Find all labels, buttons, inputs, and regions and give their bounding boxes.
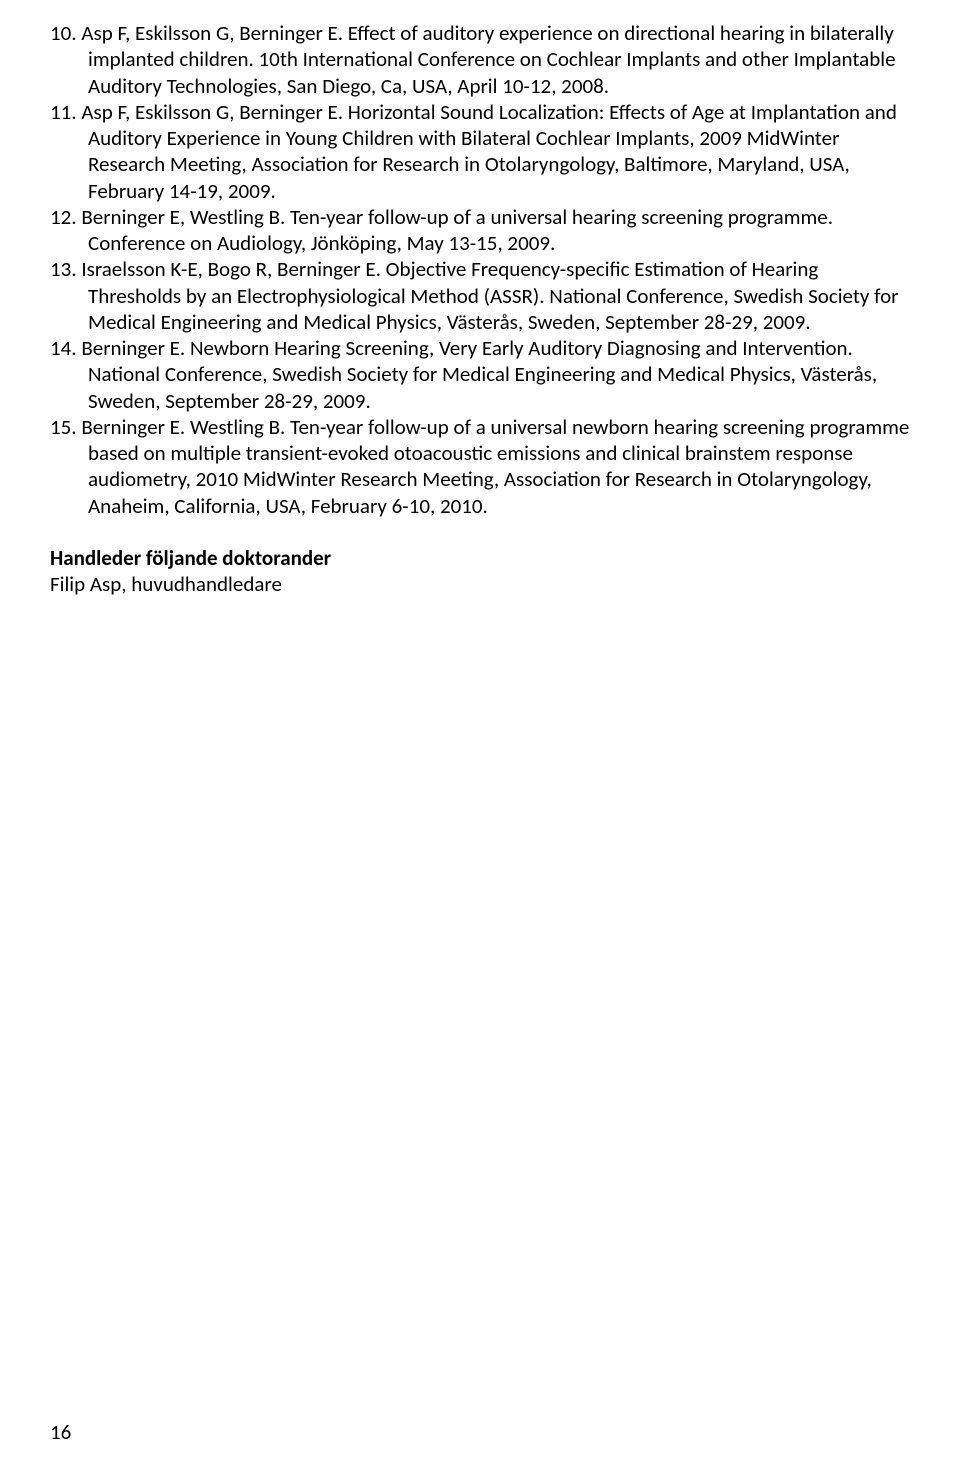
reference-text: Israelsson K-E, Bogo R, Berninger E. Obj… xyxy=(81,256,898,335)
document-page: 10. Asp F, Eskilsson G, Berninger E. Eff… xyxy=(0,0,960,1469)
reference-item: 14. Berninger E. Newborn Hearing Screeni… xyxy=(50,335,910,414)
reference-text: Berninger E, Westling B. Ten-year follow… xyxy=(81,204,833,256)
reference-number: 11. xyxy=(50,99,77,125)
reference-item: 11. Asp F, Eskilsson G, Berninger E. Hor… xyxy=(50,99,910,204)
reference-number: 13. xyxy=(50,256,77,282)
reference-item: 15. Berninger E. Westling B. Ten-year fo… xyxy=(50,414,910,519)
reference-list: 10. Asp F, Eskilsson G, Berninger E. Eff… xyxy=(50,20,910,519)
reference-text: Asp F, Eskilsson G, Berninger E. Effect … xyxy=(81,20,895,99)
reference-text: Berninger E. Newborn Hearing Screening, … xyxy=(81,335,877,414)
reference-number: 12. xyxy=(50,204,77,230)
page-number: 16 xyxy=(50,1419,71,1445)
reference-item: 12. Berninger E, Westling B. Ten-year fo… xyxy=(50,204,910,257)
section-heading: Handleder följande doktorander xyxy=(50,545,910,571)
section-body: Filip Asp, huvudhandledare xyxy=(50,571,910,597)
reference-item: 10. Asp F, Eskilsson G, Berninger E. Eff… xyxy=(50,20,910,99)
reference-number: 10. xyxy=(50,20,77,46)
reference-item: 13. Israelsson K-E, Bogo R, Berninger E.… xyxy=(50,256,910,335)
reference-text: Berninger E. Westling B. Ten-year follow… xyxy=(81,414,909,519)
reference-number: 14. xyxy=(50,335,77,361)
reference-number: 15. xyxy=(50,414,77,440)
reference-text: Asp F, Eskilsson G, Berninger E. Horizon… xyxy=(81,99,897,204)
